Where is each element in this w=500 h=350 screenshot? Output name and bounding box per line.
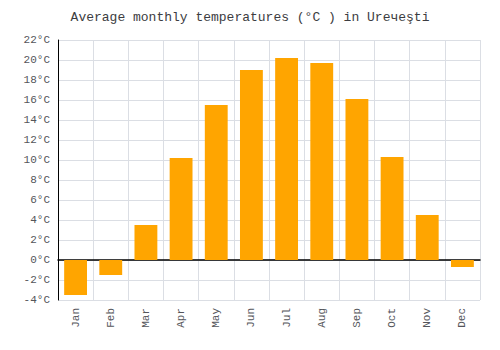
svg-text:18°C: 18°C (24, 74, 51, 86)
svg-text:Feb: Feb (105, 308, 117, 328)
svg-text:20°C: 20°C (24, 54, 51, 66)
svg-text:Aug: Aug (316, 308, 328, 328)
svg-text:Mar: Mar (140, 308, 152, 328)
svg-text:16°C: 16°C (24, 94, 51, 106)
svg-text:Average monthly temperatures (: Average monthly temperatures (°C ) in Ur… (71, 10, 430, 25)
svg-text:8°C: 8°C (30, 174, 50, 186)
svg-text:14°C: 14°C (24, 114, 51, 126)
svg-text:-2°C: -2°C (24, 274, 51, 286)
svg-text:May: May (210, 308, 222, 328)
svg-text:6°C: 6°C (30, 194, 50, 206)
svg-text:2°C: 2°C (30, 234, 50, 246)
svg-text:Jun: Jun (245, 308, 257, 328)
svg-text:10°C: 10°C (24, 154, 51, 166)
svg-text:22°C: 22°C (24, 34, 51, 46)
svg-text:Jan: Jan (70, 308, 82, 328)
svg-text:-4°C: -4°C (24, 294, 51, 306)
svg-text:Dec: Dec (456, 308, 468, 328)
svg-text:12°C: 12°C (24, 134, 51, 146)
svg-text:Jul: Jul (281, 308, 293, 328)
svg-text:Nov: Nov (421, 308, 433, 328)
svg-text:Apr: Apr (175, 308, 187, 328)
svg-text:4°C: 4°C (30, 214, 50, 226)
svg-text:0°C: 0°C (30, 254, 50, 266)
svg-text:Oct: Oct (386, 308, 398, 328)
svg-text:Sep: Sep (351, 308, 363, 328)
